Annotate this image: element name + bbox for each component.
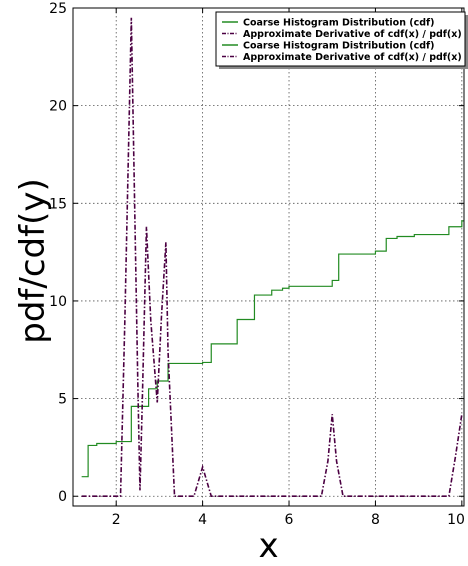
series-layer [81, 17, 464, 498]
legend-box [215, 11, 466, 67]
y-tick-label: 5 [58, 392, 67, 408]
x-tick-label: 10 [447, 512, 465, 528]
legend-entry-label: Approximate Derivative of cdf(x) / pdf(x… [243, 52, 462, 63]
x-tick-label: 2 [112, 512, 121, 528]
legend-entry-label: Coarse Histogram Distribution (cdf) [243, 18, 435, 29]
axis-ticks: 2 4 6 8 10 0 5 10 15 20 25 [49, 1, 465, 528]
legend-entry-label: Approximate Derivative of cdf(x) / pdf(x… [243, 29, 462, 40]
y-tick-label: 10 [49, 294, 67, 310]
y-tick-label: 15 [49, 196, 67, 212]
x-tick-label: 8 [371, 512, 380, 528]
legend: Coarse Histogram Distribution (cdf)Appro… [215, 11, 468, 69]
y-tick-label: 0 [58, 489, 67, 505]
x-tick-label: 4 [198, 512, 207, 528]
series-line-2 [81, 17, 463, 498]
x-tick-label: 6 [285, 512, 294, 528]
x-axis-title: x [258, 526, 278, 566]
y-tick-label: 20 [49, 99, 67, 115]
plot-frame [72, 7, 465, 507]
series-line-1 [81, 220, 464, 478]
y-tick-label: 25 [49, 1, 67, 17]
legend-entry-label: Coarse Histogram Distribution (cdf) [243, 41, 435, 52]
y-axis-title: pdf/cdf(y) [13, 178, 53, 343]
